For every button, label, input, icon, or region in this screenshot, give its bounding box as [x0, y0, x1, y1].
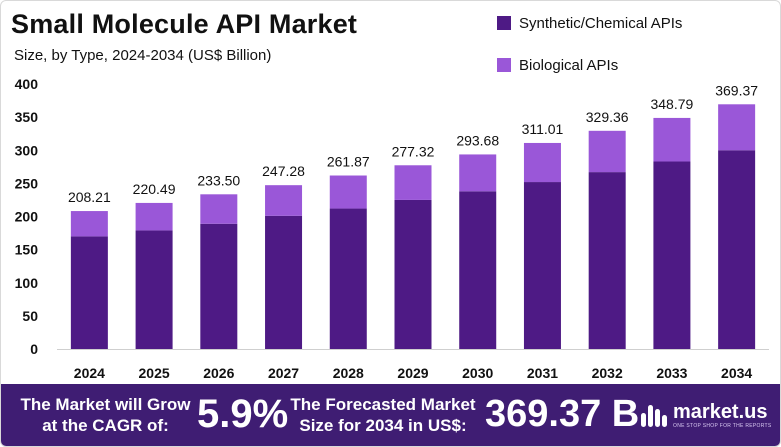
- y-tick-label: 200: [15, 209, 39, 225]
- bar-segment-synthetic: [718, 150, 756, 349]
- x-tick-label: 2025: [139, 365, 170, 381]
- forecast-text: The Forecasted Market Size for 2034 in U…: [290, 395, 476, 435]
- bar-segment-synthetic: [135, 230, 173, 349]
- cagr-value: 5.9%: [197, 392, 289, 436]
- bar-segment-biological: [588, 130, 626, 173]
- total-data-label: 220.49: [133, 181, 176, 197]
- legend-label-synthetic: Synthetic/Chemical APIs: [519, 14, 683, 32]
- legend-item-biological: Biological APIs: [497, 55, 682, 75]
- total-data-label: 277.32: [392, 143, 435, 159]
- x-tick-label: 2034: [721, 365, 752, 381]
- x-tick-label: 2031: [527, 365, 558, 381]
- total-data-label: 247.28: [262, 163, 305, 179]
- brand-name: market.us: [673, 401, 768, 423]
- x-tick-label: 2030: [462, 365, 493, 381]
- bar-segment-biological: [329, 175, 367, 209]
- bar-segment-synthetic: [588, 172, 626, 349]
- bar-segment-synthetic: [523, 182, 561, 349]
- y-tick-label: 100: [15, 275, 39, 291]
- bar-segment-synthetic: [329, 208, 367, 349]
- legend-swatch-synthetic: [497, 16, 511, 30]
- legend-swatch-biological: [497, 58, 511, 72]
- chart-subtitle: Size, by Type, 2024-2034 (US$ Billion): [14, 47, 272, 64]
- brand-logo[interactable]: market.us ONE STOP SHOP FOR THE REPORTS: [639, 401, 779, 435]
- x-tick-label: 2032: [592, 365, 623, 381]
- y-tick-label: 250: [15, 175, 39, 191]
- bar-segment-biological: [265, 185, 303, 216]
- total-data-label: 348.79: [650, 96, 693, 112]
- bar-segment-biological: [718, 104, 756, 151]
- legend: Synthetic/Chemical APIs Biological APIs: [497, 13, 682, 97]
- y-tick-label: 0: [30, 341, 38, 357]
- y-tick-label: 300: [15, 142, 39, 158]
- chart-title: Small Molecule API Market: [11, 9, 358, 39]
- bar-segment-biological: [135, 202, 173, 231]
- bar-segment-synthetic: [265, 215, 303, 349]
- legend-label-biological: Biological APIs: [519, 56, 619, 74]
- market-us-logo-icon: [641, 405, 667, 427]
- total-data-label: 311.01: [522, 121, 564, 137]
- y-tick-label: 350: [15, 109, 39, 125]
- bar-segment-synthetic: [70, 236, 108, 349]
- bar-segment-synthetic: [459, 191, 497, 349]
- y-tick-label: 150: [15, 242, 39, 258]
- total-data-label: 208.21: [68, 189, 111, 205]
- footer-banner: The Market will Grow at the CAGR of: 5.9…: [1, 384, 780, 446]
- bar-segment-biological: [459, 154, 497, 192]
- bar-segment-biological: [653, 117, 691, 162]
- bar-segment-biological: [70, 211, 108, 237]
- x-tick-label: 2027: [268, 365, 299, 381]
- total-data-label: 261.87: [327, 154, 370, 170]
- bar-segment-biological: [523, 142, 561, 183]
- bar-segment-synthetic: [200, 223, 238, 349]
- x-tick-label: 2028: [333, 365, 364, 381]
- x-tick-label: 2024: [74, 365, 105, 381]
- total-data-label: 369.37: [715, 82, 758, 98]
- bar-segment-synthetic: [653, 161, 691, 349]
- bar-segment-biological: [200, 194, 238, 224]
- y-tick-label: 50: [22, 308, 38, 324]
- brand-tagline: ONE STOP SHOP FOR THE REPORTS: [673, 423, 772, 429]
- forecast-value: 369.37 B: [485, 393, 640, 435]
- x-tick-label: 2026: [203, 365, 234, 381]
- total-data-label: 293.68: [456, 132, 499, 148]
- legend-item-synthetic: Synthetic/Chemical APIs: [497, 13, 682, 33]
- growth-text: The Market will Grow at the CAGR of:: [20, 395, 191, 435]
- total-data-label: 329.36: [586, 109, 629, 125]
- x-tick-label: 2029: [397, 365, 428, 381]
- total-data-label: 233.50: [197, 172, 240, 188]
- bar-segment-synthetic: [394, 199, 432, 349]
- stacked-bar-chart: 0 50 100 150 200 250 300 350 400 208.21 2024 220.49…: [15, 76, 769, 381]
- x-tick-label: 2033: [656, 365, 687, 381]
- y-tick-label: 400: [15, 76, 39, 92]
- bar-segment-biological: [394, 165, 432, 200]
